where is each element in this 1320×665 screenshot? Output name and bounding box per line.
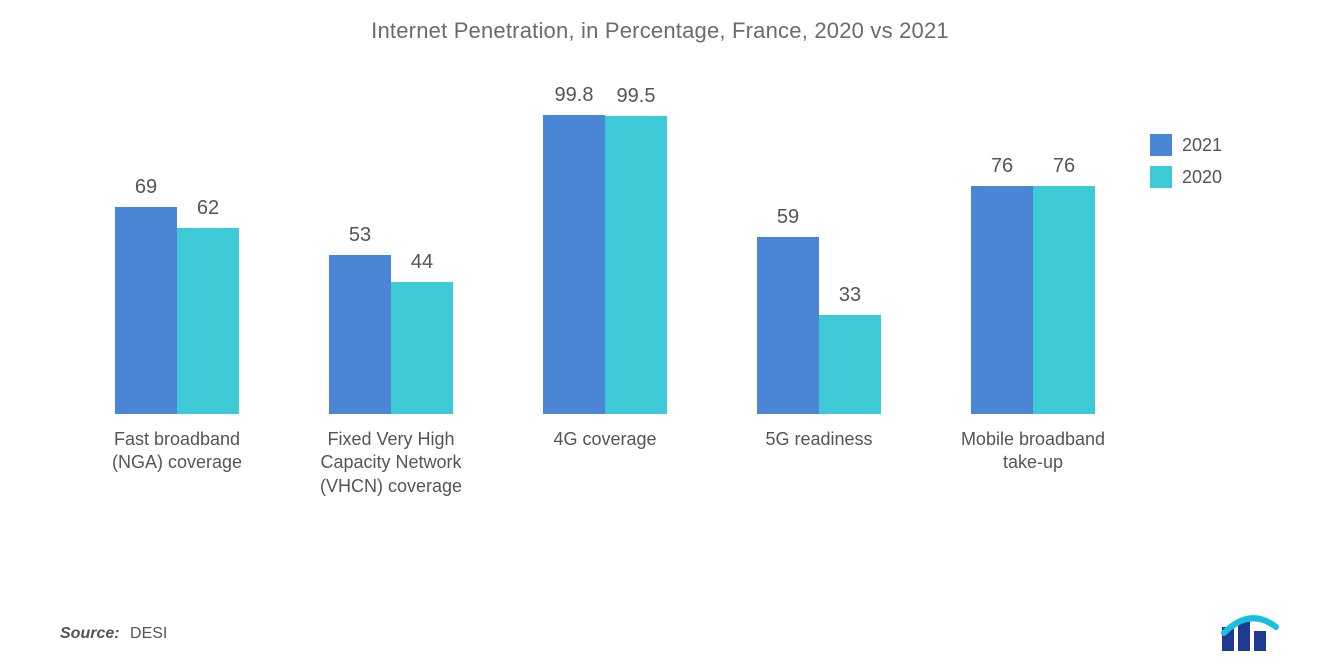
bar-value-label: 53 <box>349 223 371 247</box>
bar-value-label: 69 <box>135 175 157 199</box>
bar-group: 69 62 <box>115 175 239 414</box>
bar-value-label: 44 <box>411 250 433 274</box>
bar-column: 76 <box>1033 154 1095 414</box>
bar-2020 <box>391 282 453 414</box>
bar-column: 33 <box>819 283 881 414</box>
bar-groups: 69 62 53 44 99.8 99.5 59 33 76 76 <box>60 64 1150 414</box>
bar-2020 <box>605 116 667 415</box>
bar-2021 <box>971 186 1033 414</box>
bar-column: 59 <box>757 205 819 414</box>
bar-2020 <box>1033 186 1095 414</box>
category-label: 4G coverage <box>515 428 695 498</box>
bar-2020 <box>819 315 881 414</box>
source-footer: Source: DESI <box>60 625 167 643</box>
bar-2021 <box>543 115 605 414</box>
bar-2021 <box>329 255 391 414</box>
legend: 2021 2020 <box>1150 64 1280 198</box>
source-text: DESI <box>130 625 167 642</box>
bar-column: 99.5 <box>605 84 667 415</box>
bar-value-label: 62 <box>197 196 219 220</box>
chart-title: Internet Penetration, in Percentage, Fra… <box>0 0 1320 44</box>
category-label: Fixed Very High Capacity Network (VHCN) … <box>301 428 481 498</box>
bar-2020 <box>177 228 239 414</box>
bar-column: 99.8 <box>543 83 605 414</box>
bar-value-label: 99.8 <box>555 83 594 107</box>
bar-value-label: 33 <box>839 283 861 307</box>
bar-2021 <box>115 207 177 414</box>
brand-logo <box>1220 613 1280 651</box>
category-labels: Fast broadband (NGA) coverage Fixed Very … <box>60 428 1150 498</box>
legend-item-2020: 2020 <box>1150 166 1280 188</box>
legend-item-2021: 2021 <box>1150 134 1280 156</box>
bar-value-label: 76 <box>1053 154 1075 178</box>
bar-group: 59 33 <box>757 205 881 414</box>
bar-column: 44 <box>391 250 453 414</box>
legend-swatch-2020 <box>1150 166 1172 188</box>
bar-2021 <box>757 237 819 414</box>
bar-group: 76 76 <box>971 154 1095 414</box>
bar-value-label: 59 <box>777 205 799 229</box>
bar-column: 62 <box>177 196 239 414</box>
bar-column: 53 <box>329 223 391 414</box>
plot-area: 6962534499.899.559337676 Fast broadband … <box>60 64 1150 494</box>
plot-row: 6962534499.899.559337676 Fast broadband … <box>0 64 1320 494</box>
bar-value-label: 76 <box>991 154 1013 178</box>
category-label: Mobile broadband take-up <box>943 428 1123 498</box>
bar-column: 76 <box>971 154 1033 414</box>
chart-container: Internet Penetration, in Percentage, Fra… <box>0 0 1320 665</box>
category-label: 5G readiness <box>729 428 909 498</box>
source-prefix: Source: <box>60 625 120 642</box>
legend-label-2021: 2021 <box>1182 135 1222 156</box>
bar-group: 99.8 99.5 <box>543 83 667 414</box>
category-label: Fast broadband (NGA) coverage <box>87 428 267 498</box>
legend-swatch-2021 <box>1150 134 1172 156</box>
bar-column: 69 <box>115 175 177 414</box>
legend-label-2020: 2020 <box>1182 167 1222 188</box>
bar-group: 53 44 <box>329 223 453 414</box>
bar-value-label: 99.5 <box>617 84 656 108</box>
